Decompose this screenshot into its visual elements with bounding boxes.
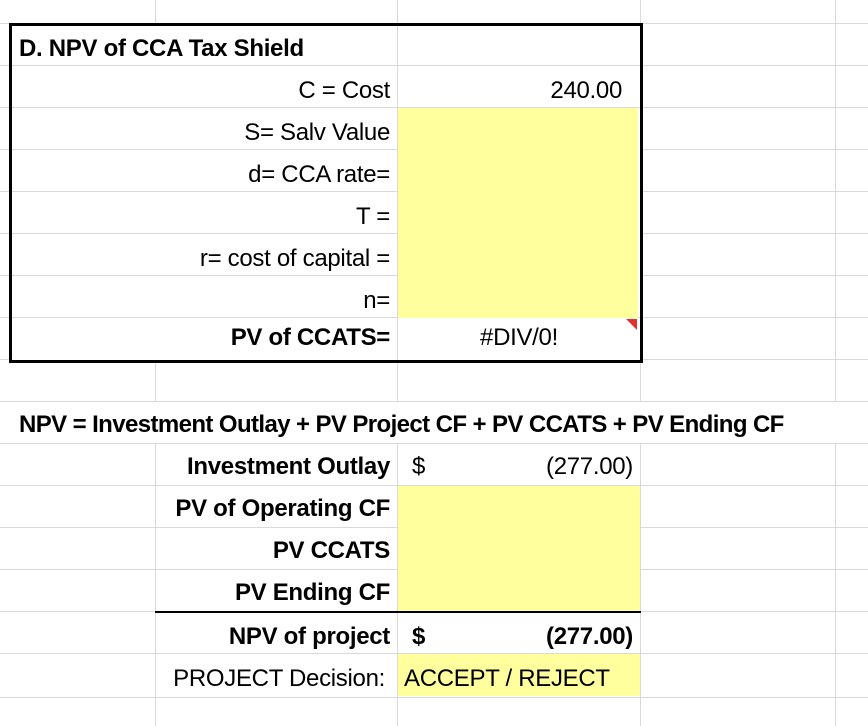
grid-row-line [12,191,397,192]
grid-column-line [835,0,836,726]
cost-cell[interactable]: 240.00 [550,77,622,104]
grid-row-line [0,485,868,486]
cost-of-capital-cell[interactable] [400,238,622,280]
npv-formula: NPV = Investment Outlay + PV Project CF … [19,411,784,438]
npv-of-project-label: NPV of project [228,623,390,650]
npv-input-fill [398,486,640,612]
grid-row-line [0,697,868,698]
grid-row-line [12,107,640,108]
periods-cell[interactable] [400,280,622,322]
grid-row-line [0,653,868,654]
npv-of-project-cell[interactable]: (277.00) [546,623,633,650]
cca-section-title: D. NPV of CCA Tax Shield [19,35,304,62]
error-flag-icon [626,319,637,330]
grid-column-line [155,0,156,726]
cost-label: C = Cost [298,77,390,104]
grid-row-line [0,443,868,444]
pv-ccats-cell[interactable]: #DIV/0! [480,324,558,351]
cca-rate-cell[interactable] [400,154,622,196]
periods-label: n= [363,287,390,314]
investment-outlay-currency: $ [412,453,426,480]
formula-row-background [0,402,868,443]
grid-row-line [12,149,397,150]
tax-rate-cell[interactable] [400,196,622,238]
total-rule [155,611,641,613]
grid-column-line [397,26,398,360]
decision-input-fill [398,654,640,696]
grid-column-line [640,0,641,726]
cca-section-border [9,23,643,363]
cost-of-capital-label: r= cost of capital = [199,245,390,272]
pv-operating-cf-label: PV of Operating CF [175,495,390,522]
pv-ccats-npv-label: PV CCATS [272,537,390,564]
salvage-value-cell[interactable] [400,112,622,154]
grid-row-line [12,275,397,276]
pv-operating-cf-cell[interactable] [440,488,633,530]
investment-outlay-label: Investment Outlay [187,453,390,480]
project-decision-cell[interactable]: ACCEPT / REJECT [404,665,610,692]
cca-input-fill [398,108,638,318]
pv-ccats-npv-cell[interactable] [440,530,633,572]
pv-ccats-label: PV of CCATS= [230,324,391,351]
project-decision-label: PROJECT Decision: [173,665,385,692]
grid-row-line [12,65,640,66]
tax-rate-label: T = [355,203,390,230]
pv-ending-cf-cell[interactable] [440,572,633,614]
pv-ending-cf-label: PV Ending CF [234,579,390,606]
npv-of-project-currency: $ [412,623,426,650]
grid-row-line [12,317,682,318]
grid-row-line [12,233,397,234]
cca-rate-label: d= CCA rate= [248,161,390,188]
salvage-value-label: S= Salv Value [244,119,390,146]
grid-column-line [397,0,398,726]
investment-outlay-cell[interactable]: (277.00) [546,453,633,480]
grid-row-line [0,401,868,402]
